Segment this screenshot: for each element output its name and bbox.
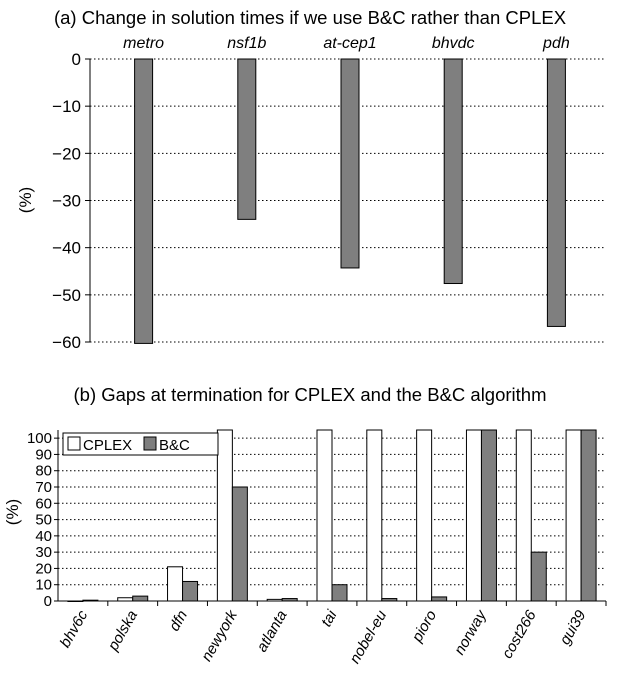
chart-a-plot: 0 −10 −20 −30 −40 −50 −60 metro nsf1b at-cep1 bhvd… xyxy=(52,35,606,352)
chart-b-ytick-label: 0 xyxy=(44,593,52,610)
chart-a-category-label: metro xyxy=(123,35,164,52)
chart-a-ytick-label: −10 xyxy=(52,97,81,116)
chart-b-category-label: nobel-eu xyxy=(346,607,390,667)
chart-b-category-label: norway xyxy=(451,606,491,658)
chart-a-ytick-label: −50 xyxy=(52,286,81,305)
chart-b-legend-box xyxy=(62,432,219,456)
chart-a-bar xyxy=(443,58,463,285)
chart-b-category-label: newyork xyxy=(198,606,241,664)
chart-b-ytick-label: 80 xyxy=(35,463,52,480)
chart-b-category-label: cost266 xyxy=(499,607,540,662)
chart-b-bar-bc xyxy=(82,599,99,602)
chart-b-bar-bc xyxy=(281,598,298,602)
chart-a-title: (a) Change in solution times if we use B… xyxy=(54,7,566,28)
chart-a-ytick-label: 0 xyxy=(72,50,81,69)
chart-b-bar-cplex xyxy=(366,429,383,602)
chart-b-ytick-label: 10 xyxy=(35,577,52,594)
chart-b-ytick-label: 50 xyxy=(35,512,52,529)
chart-b-bar-cplex xyxy=(316,429,333,602)
chart-b-legend-label: B&C xyxy=(159,437,190,454)
chart-b-bar-bc xyxy=(132,595,149,602)
chart-a-bar xyxy=(340,58,360,269)
chart-a-category-label: pdh xyxy=(542,35,570,52)
chart-a-category-label: bhvdc xyxy=(432,35,475,52)
chart-b-ytick-label: 20 xyxy=(35,560,52,577)
chart-b-ytick-label: 90 xyxy=(35,446,52,463)
chart-b-bar-bc xyxy=(381,598,398,602)
chart-b-bar-cplex xyxy=(167,566,184,602)
chart-a-ytick-label: −20 xyxy=(52,144,81,163)
chart-b-category-label: atlanta xyxy=(253,608,290,656)
chart-b-bar-cplex xyxy=(465,429,482,602)
chart-b-bar-bc xyxy=(480,429,497,602)
chart-b-ytick-label: 60 xyxy=(35,495,52,512)
chart-a-category-label: nsf1b xyxy=(227,35,266,52)
chart-a-ytick-label: −60 xyxy=(52,333,81,352)
chart-b-bar-bc xyxy=(431,596,448,602)
chart-b-bar-bc xyxy=(231,486,248,602)
chart-b-ytick-label: 100 xyxy=(27,430,52,447)
chart-b-title: (b) Gaps at termination for CPLEX and th… xyxy=(74,384,547,405)
chart-b-bar-cplex xyxy=(416,429,433,602)
chart-b-category-label: dfn xyxy=(166,608,191,635)
chart-b-ylabel: (%) xyxy=(3,499,22,525)
chart-b-bar-cplex xyxy=(117,597,134,602)
chart-b-ytick-label: 30 xyxy=(35,544,52,561)
chart-a-bar xyxy=(134,58,154,344)
chart-b-ytick-label: 70 xyxy=(35,479,52,496)
chart-b-bar-cplex xyxy=(67,600,84,602)
chart-a-category-label: at-cep1 xyxy=(323,35,376,52)
chart-b-legend-swatch xyxy=(143,436,157,451)
chart-b-bar-bc xyxy=(580,429,597,602)
chart-b-category-label: polska xyxy=(104,608,141,655)
chart-a-bar xyxy=(237,58,257,220)
chart-b-category-label: pioro xyxy=(408,608,440,646)
chart-b-bar-cplex xyxy=(515,429,532,602)
chart-b-bar-cplex xyxy=(266,598,283,602)
chart-b-bar-bc xyxy=(182,580,199,602)
chart-b-ytick-label: 40 xyxy=(35,528,52,545)
chart-b-bar-bc xyxy=(530,551,547,602)
chart-a-ytick-label: −40 xyxy=(52,239,81,258)
chart-b-legend: CPLEX B&C xyxy=(62,432,219,456)
chart-b-legend-label: CPLEX xyxy=(83,437,132,454)
chart-b-bar-bc xyxy=(331,584,348,602)
chart-b-category-label: tai xyxy=(318,607,341,630)
chart-a-ytick-label: −30 xyxy=(52,192,81,211)
chart-a-ylabel: (%) xyxy=(16,187,35,213)
chart-b-category-label: bhv6c xyxy=(57,607,92,651)
chart-b-category-label: gui39 xyxy=(556,607,589,648)
chart-a-bar xyxy=(546,58,566,327)
chart-b-bar-cplex xyxy=(565,429,582,602)
chart-b-legend-swatch xyxy=(67,436,81,451)
chart-b-bar-cplex xyxy=(216,429,233,602)
